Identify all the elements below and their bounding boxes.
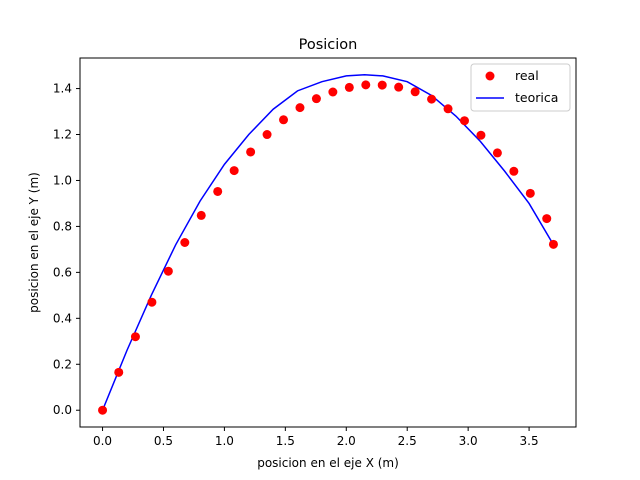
data-point-real	[542, 214, 552, 224]
data-point-real	[394, 82, 404, 92]
data-point-real	[114, 367, 124, 377]
legend-box	[470, 63, 571, 112]
x-tick-label: 1.0	[215, 434, 234, 448]
data-point-real	[229, 166, 239, 176]
data-point-real	[262, 130, 272, 140]
plot-area	[98, 74, 558, 415]
y-axis-title: posicion en el eje Y (m)	[27, 172, 41, 313]
axes-frame	[79, 57, 577, 428]
y-tick-label: 0.6	[53, 265, 72, 279]
data-point-real	[98, 405, 108, 415]
data-point-real	[196, 210, 206, 220]
data-point-real	[163, 266, 173, 276]
data-point-real	[476, 130, 486, 140]
series-line-teorica	[101, 74, 555, 411]
x-tick-label: 3.5	[520, 434, 539, 448]
legend-label-teorica: teorica	[515, 90, 558, 105]
data-point-real	[361, 80, 371, 90]
data-point-real	[410, 87, 420, 97]
data-point-real	[548, 239, 558, 249]
y-tick-label: 0.4	[53, 311, 72, 325]
x-axis-title: posicion en el eje X (m)	[257, 456, 399, 470]
data-point-real	[295, 103, 305, 113]
data-point-real	[213, 186, 223, 196]
legend-marker-real	[485, 71, 495, 81]
chart-title: Posicion	[299, 37, 358, 53]
x-tick-label: 1.5	[276, 434, 295, 448]
x-tick-label: 0.5	[154, 434, 173, 448]
data-point-real	[459, 116, 469, 126]
data-point-real	[427, 94, 437, 104]
data-point-real	[246, 147, 256, 157]
y-tick-label: 1.4	[53, 82, 72, 96]
y-tick-label: 0.8	[53, 219, 72, 233]
x-tick-label: 2.0	[337, 434, 356, 448]
data-point-real	[344, 82, 354, 92]
x-tick-label: 2.5	[398, 434, 417, 448]
x-tick-label: 0.0	[93, 434, 112, 448]
data-point-real	[328, 87, 338, 97]
legend-label-real: real	[515, 68, 539, 83]
y-tick-label: 0.0	[53, 403, 72, 417]
data-point-real	[311, 94, 321, 104]
data-point-real	[147, 297, 157, 307]
data-point-real	[377, 80, 387, 90]
data-point-real	[180, 238, 190, 247]
data-point-real	[525, 188, 535, 198]
legend: real teorica	[470, 63, 571, 112]
y-tick-label: 0.2	[53, 357, 72, 371]
y-tick-label: 1.2	[53, 128, 72, 142]
ticks: 0.0 0.5 1.0 1.5 2.0 2.5 3.0 3.5 0.0 0.2 0.4 0.6 0.8 1…	[53, 82, 539, 448]
data-point-real	[130, 332, 140, 342]
x-tick-label: 3.0	[459, 434, 478, 448]
y-tick-label: 1.0	[53, 173, 72, 187]
data-point-real	[443, 104, 453, 114]
data-point-real	[279, 115, 289, 125]
data-point-real	[509, 166, 519, 176]
data-point-real	[492, 148, 502, 158]
